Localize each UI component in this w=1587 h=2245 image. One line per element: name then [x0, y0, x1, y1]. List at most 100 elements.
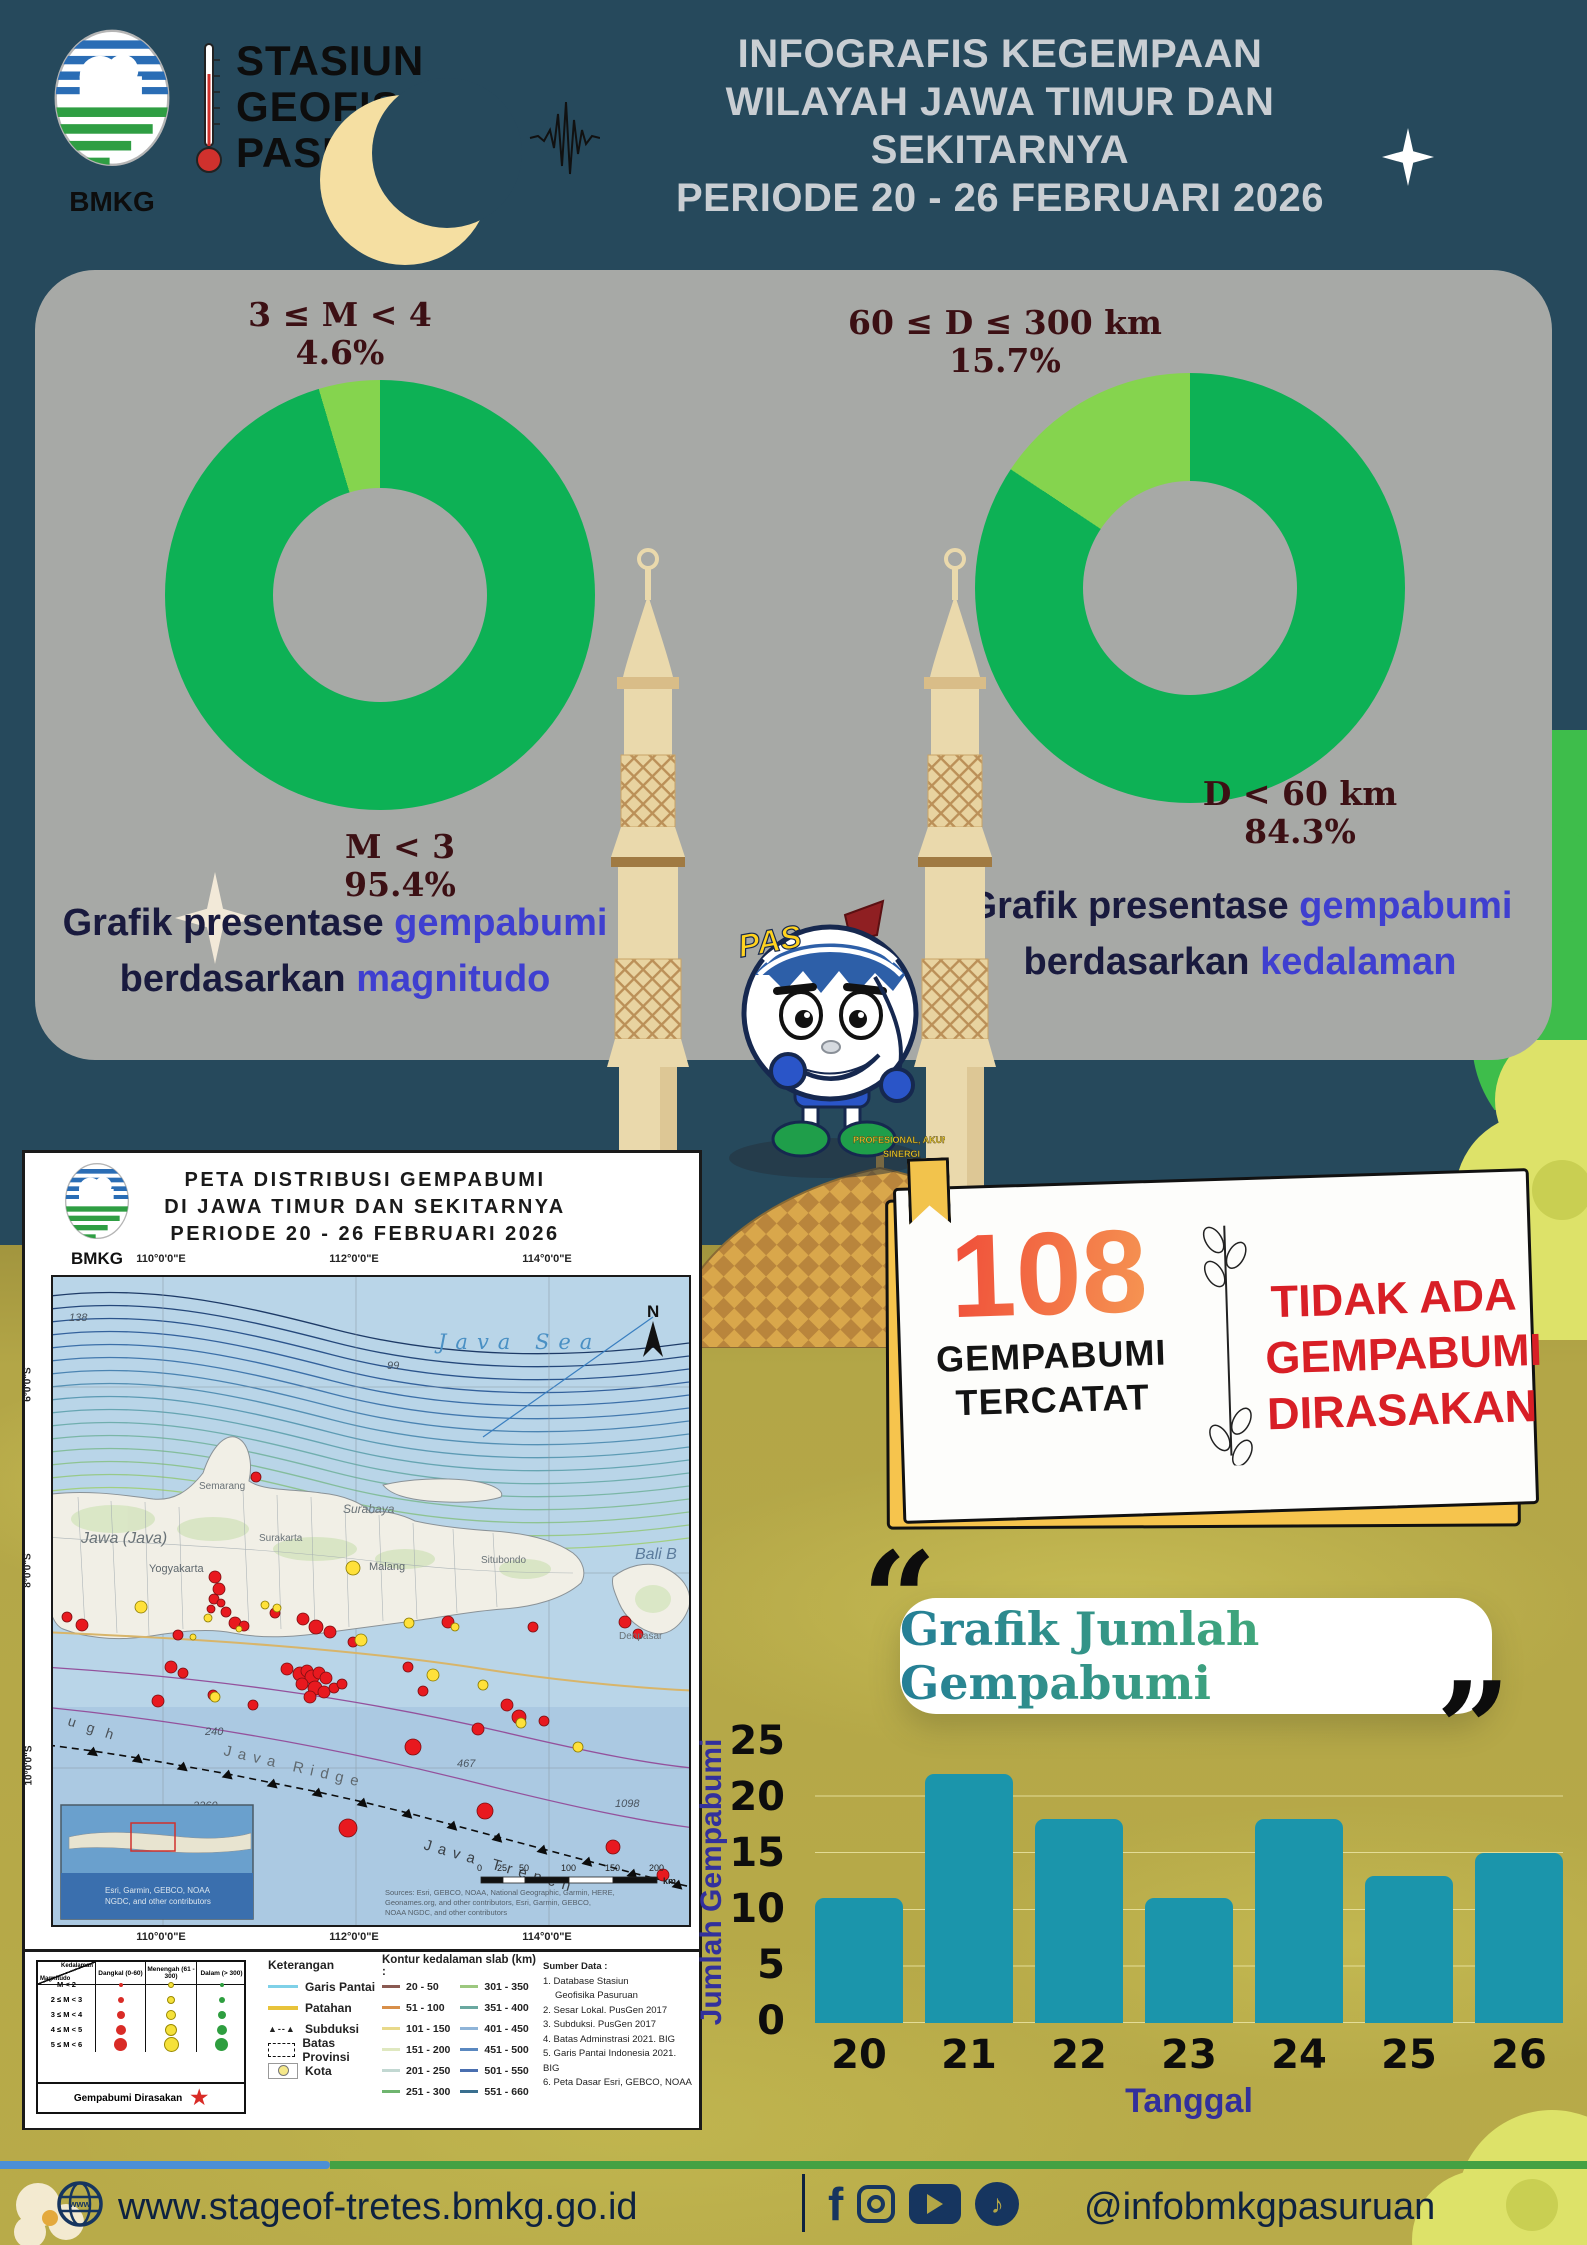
sumber-title: Sumber Data : — [543, 1961, 608, 1972]
label-bali: Bali B — [635, 1546, 677, 1563]
lon-label: 112°0'0"E — [329, 1931, 379, 1943]
map-legend: Kedalaman Magnitudo Dangkal (0-60) Menen… — [25, 1949, 699, 2128]
caption-accent: kedalaman — [1260, 941, 1457, 983]
caption-text: Grafik presentase — [62, 902, 395, 944]
bar-20 — [815, 1898, 903, 2023]
instagram-icon[interactable] — [857, 2185, 896, 2223]
sumber-item: 2. Sesar Lokal. PusGen 2017 — [543, 2004, 668, 2016]
scale-tick: 25 — [497, 1863, 507, 1873]
not-felt-line3: DIRASAKAN — [1266, 1379, 1538, 1440]
felt-star-icon: ★ — [190, 2087, 209, 2109]
stats-card: 108 GEMPABUMI TERCATAT TIDAK ADA GEMPABU… — [892, 1168, 1543, 1524]
dot-yellow — [146, 2007, 197, 2022]
depth-main-percent: 84.3% — [1244, 812, 1356, 851]
y-tick: 10 — [729, 1886, 785, 1932]
kontur-range: 101 - 150 — [406, 2022, 451, 2035]
felt-label: Gempabumi Dirasakan — [73, 2092, 183, 2104]
java-sea-label: Java Sea — [434, 1330, 601, 1354]
felt-earthquake-row: Gempabumi Dirasakan ★ — [36, 2084, 246, 2114]
north-arrow-icon — [643, 1321, 663, 1357]
header-kedalaman: Kedalaman — [60, 1963, 93, 1969]
sumber-item: 5. Garis Pantai Indonesia 2021. BIG — [543, 2048, 677, 2074]
label-yogyakarta: Yogyakarta — [149, 1563, 205, 1575]
not-felt-line1: TIDAK ADA — [1269, 1268, 1518, 1328]
dot-yellow — [146, 1992, 197, 2007]
page-title-line3: PERIODE 20 - 26 FEBRUARI 2026 — [675, 176, 1325, 220]
globe-icon: www — [57, 2181, 103, 2227]
social-handle[interactable]: @infobmkgpasuruan — [1084, 2186, 1436, 2228]
y-tick: 0 — [757, 1998, 785, 2044]
scale-tick: 50 — [519, 1863, 529, 1873]
dot-red — [96, 1977, 146, 1992]
y-tick: 15 — [729, 1830, 785, 1876]
caption-text: Grafik presentase — [967, 885, 1300, 927]
inset-credit1: Esri, Garmin, GEBCO, NOAA — [105, 1886, 211, 1895]
dot-yellow — [146, 2037, 197, 2052]
x-tick: 24 — [1271, 2032, 1327, 2078]
kontur-range: 351 - 400 — [484, 2001, 529, 2014]
sources-line: Geonames.org, and other contributors, Es… — [385, 1898, 591, 1907]
depth-slice-percent: 15.7% — [949, 341, 1061, 380]
map-scale-bar: 0 25 50 100 150 200 km — [477, 1863, 676, 1886]
slab-contour-legend: Kontur kedalaman slab (km) : 20 - 50 51 … — [382, 1954, 538, 2102]
bar-26 — [1475, 1853, 1563, 2023]
footer-vertical-divider — [802, 2174, 805, 2232]
mascot-illustration: PAS PROFESIONAL, AKUNTABLE, SINERGI — [729, 899, 945, 1178]
row-label: 4 ≤ M < 5 — [38, 2022, 96, 2037]
keterangan-item: Batas Provinsi — [302, 2035, 350, 2064]
x-tick: 25 — [1381, 2032, 1437, 2078]
dot-yellow — [146, 2022, 197, 2037]
row-label: 3 ≤ M < 4 — [38, 2007, 96, 2022]
y-tick: 5 — [757, 1942, 785, 1988]
chart-title-pill: Grafik Jumlah Gempabumi — [900, 1598, 1492, 1714]
label-semarang: Semarang — [199, 1481, 245, 1492]
dot-green — [197, 2022, 246, 2037]
map-graphic: Java Sea N Jawa (Java) Semarang Surakart… — [53, 1277, 689, 1925]
lon-label: 110°0'0"E — [136, 1253, 186, 1265]
bar-22 — [1035, 1819, 1123, 2023]
bmkg-logo-small — [63, 1161, 131, 1249]
kontur-range: 201 - 250 — [406, 2064, 451, 2077]
donut-chart-depth — [975, 373, 1405, 803]
kontur-range: 401 - 450 — [484, 2022, 529, 2035]
sumber-item: 4. Batas Adminstrasi 2021. BIG — [543, 2033, 676, 2045]
x-axis-label: Tanggal — [1125, 2082, 1253, 2120]
magnitude-slice-range: 3 ≤ M < 4 — [248, 295, 432, 334]
caption-accent: gempabumi — [394, 902, 608, 944]
dot-red — [96, 2007, 146, 2022]
lon-label: 114°0'0"E — [522, 1931, 572, 1943]
kontur-title: Kontur kedalaman slab (km) : — [382, 1954, 537, 1978]
depth-slice-label: 60 ≤ D ≤ 300 km 15.7% — [830, 304, 1180, 380]
kontur-range: 451 - 500 — [484, 2043, 529, 2056]
dot-green — [197, 1977, 246, 1992]
dot-green — [197, 2037, 246, 2052]
depth-main-label: D < 60 km 84.3% — [1150, 775, 1450, 851]
province-symbol — [268, 2042, 296, 2057]
map-logo-caption: BMKG — [71, 1249, 123, 1268]
label-surabaya: Surabaya — [343, 1502, 395, 1516]
bmkg-logo-caption: BMKG — [69, 186, 155, 217]
map-sources: Sources: Esri, GEBCO, NOAA, National Geo… — [385, 1888, 615, 1917]
not-felt-line2: GEMPABUMI — [1264, 1323, 1543, 1384]
keterangan-item: Patahan — [305, 2000, 352, 2015]
station-line1: STASIUN — [236, 37, 425, 84]
y-tick: 20 — [729, 1774, 785, 1820]
subduction-symbol: ▲--▲ — [268, 2023, 296, 2034]
row-label: 2 ≤ M < 3 — [38, 1992, 96, 2007]
facebook-icon[interactable]: f — [828, 2178, 844, 2230]
x-tick: 22 — [1051, 2032, 1107, 2078]
mascot-motto-line2: SINERGI — [883, 1149, 920, 1159]
label-surakarta: Surakarta — [259, 1533, 303, 1544]
kontur-range: 301 - 350 — [484, 1980, 529, 1993]
caption-accent: gempabumi — [1299, 885, 1513, 927]
lat-label: 10°0'0"S — [23, 1745, 35, 1786]
tiktok-icon[interactable]: ♪ — [975, 2182, 1020, 2226]
scale-tick: 0 — [477, 1863, 482, 1873]
kontur-range: 20 - 50 — [406, 1980, 439, 1993]
contour-label: 99 — [387, 1360, 399, 1372]
website-url[interactable]: www.stageof-tretes.bmkg.go.id — [118, 2186, 638, 2228]
bar-21 — [925, 1773, 1013, 2023]
crescent-moon-cut — [372, 78, 522, 228]
youtube-icon[interactable] — [909, 2184, 962, 2224]
seismogram-icon — [529, 101, 600, 175]
